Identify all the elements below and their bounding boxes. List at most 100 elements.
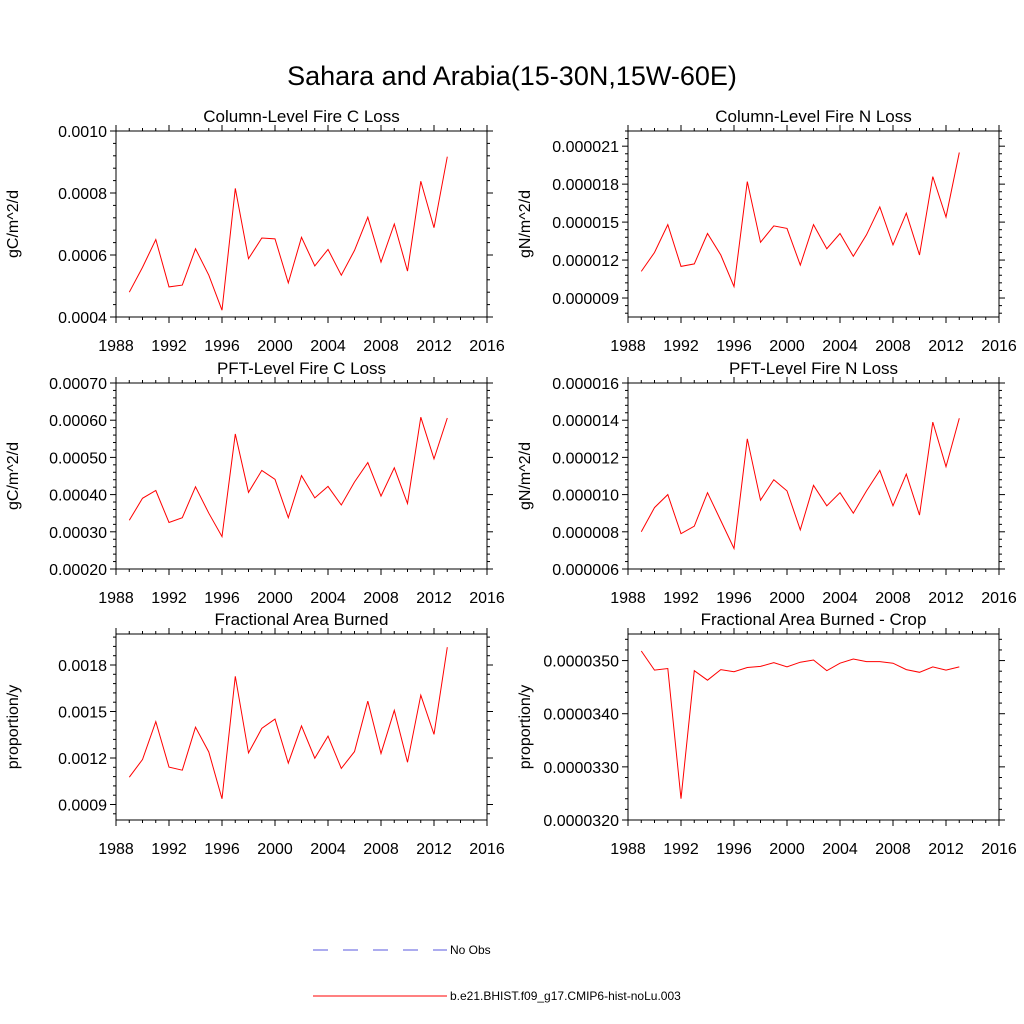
y-tick-label: 0.0015 bbox=[58, 705, 107, 722]
y-tick-label: 0.0008 bbox=[58, 186, 107, 203]
y-tick-label: 0.0006 bbox=[58, 248, 107, 265]
x-tick-label: 1996 bbox=[716, 338, 752, 355]
x-tick-label: 2004 bbox=[822, 338, 858, 355]
y-tick-label: 0.0000340 bbox=[543, 707, 619, 724]
plot-frame bbox=[627, 382, 1000, 570]
x-tick-label: 2000 bbox=[257, 338, 293, 355]
panel-title: PFT-Level Fire N Loss bbox=[729, 359, 898, 378]
y-tick-label: 0.000010 bbox=[552, 488, 619, 505]
x-tick-label: 1996 bbox=[204, 841, 240, 858]
x-tick-label: 1996 bbox=[204, 338, 240, 355]
series-line bbox=[640, 418, 960, 551]
plot-frame bbox=[627, 633, 1000, 821]
x-tick-label: 1988 bbox=[98, 590, 134, 607]
series-line bbox=[128, 156, 448, 311]
y-tick-label: 0.00060 bbox=[49, 413, 107, 430]
chart-panel: 1988 1992 1996 2000 2004 2008 2012 2016 0.0009 0.… bbox=[5, 610, 505, 858]
y-tick-label: 0.0000350 bbox=[543, 654, 619, 671]
y-axis-label: proportion/y bbox=[5, 685, 22, 770]
x-tick-label: 2008 bbox=[875, 841, 911, 858]
plot-frame bbox=[115, 130, 488, 318]
y-tick-label: 0.0009 bbox=[58, 798, 107, 815]
y-axis-label: gC/m^2/d bbox=[5, 442, 22, 510]
x-tick-label: 1992 bbox=[151, 590, 187, 607]
y-tick-label: 0.000015 bbox=[552, 215, 619, 232]
x-tick-label: 2012 bbox=[416, 590, 452, 607]
x-tick-label: 2012 bbox=[416, 338, 452, 355]
x-tick-label: 1992 bbox=[151, 841, 187, 858]
x-tick-label: 2016 bbox=[981, 590, 1017, 607]
y-tick-label: 0.0010 bbox=[58, 124, 107, 141]
y-tick-label: 0.000008 bbox=[552, 525, 619, 542]
x-tick-label: 2012 bbox=[416, 841, 452, 858]
x-tick-label: 1988 bbox=[98, 338, 134, 355]
y-tick-label: 0.000009 bbox=[552, 291, 619, 308]
y-tick-label: 0.00070 bbox=[49, 376, 107, 393]
x-tick-label: 2004 bbox=[310, 841, 346, 858]
y-axis-label: gC/m^2/d bbox=[5, 190, 22, 258]
x-tick-label: 2016 bbox=[469, 590, 505, 607]
x-tick-label: 2004 bbox=[310, 590, 346, 607]
legend-obs-label: No Obs bbox=[450, 943, 491, 957]
y-axis-label: proportion/y bbox=[517, 685, 534, 770]
x-tick-label: 1996 bbox=[716, 841, 752, 858]
y-tick-label: 0.00020 bbox=[49, 562, 107, 579]
x-tick-label: 2008 bbox=[363, 590, 399, 607]
x-tick-label: 1988 bbox=[610, 841, 646, 858]
y-tick-label: 0.000012 bbox=[552, 253, 619, 270]
x-tick-label: 1992 bbox=[663, 338, 699, 355]
series-line bbox=[128, 647, 448, 799]
x-tick-label: 2016 bbox=[469, 841, 505, 858]
x-tick-label: 1992 bbox=[663, 841, 699, 858]
x-tick-label: 1988 bbox=[98, 841, 134, 858]
series-line bbox=[128, 417, 448, 539]
x-tick-label: 2016 bbox=[981, 338, 1017, 355]
series-line bbox=[640, 152, 960, 289]
x-tick-label: 2012 bbox=[928, 590, 964, 607]
x-tick-label: 2000 bbox=[769, 841, 805, 858]
x-tick-label: 2000 bbox=[769, 590, 805, 607]
y-axis-label: gN/m^2/d bbox=[517, 442, 534, 510]
panel-title: Column-Level Fire C Loss bbox=[203, 107, 400, 126]
y-tick-label: 0.00050 bbox=[49, 450, 107, 467]
x-tick-label: 2008 bbox=[363, 338, 399, 355]
x-tick-label: 1996 bbox=[204, 590, 240, 607]
x-tick-label: 2000 bbox=[769, 338, 805, 355]
y-tick-label: 0.0000320 bbox=[543, 813, 619, 830]
y-tick-label: 0.000012 bbox=[552, 450, 619, 467]
y-tick-label: 0.000014 bbox=[552, 413, 619, 430]
y-tick-label: 0.000018 bbox=[552, 177, 619, 194]
x-tick-label: 2016 bbox=[469, 338, 505, 355]
legend-model-label: b.e21.BHIST.f09_g17.CMIP6-hist-noLu.003 bbox=[450, 989, 681, 1003]
chart-panel: 1988 1992 1996 2000 2004 2008 2012 2016 0.000009… bbox=[517, 107, 1017, 355]
y-tick-label: 0.000006 bbox=[552, 562, 619, 579]
chart-panel: 1988 1992 1996 2000 2004 2008 2012 2016 0.0004 0.… bbox=[5, 107, 505, 355]
y-tick-label: 0.0018 bbox=[58, 658, 107, 675]
x-tick-label: 2012 bbox=[928, 841, 964, 858]
figure-title: Sahara and Arabia(15-30N,15W-60E) bbox=[287, 61, 737, 91]
x-tick-label: 2012 bbox=[928, 338, 964, 355]
x-tick-label: 1988 bbox=[610, 590, 646, 607]
x-tick-label: 2004 bbox=[822, 590, 858, 607]
y-tick-label: 0.00030 bbox=[49, 525, 107, 542]
x-tick-label: 2000 bbox=[257, 841, 293, 858]
x-tick-label: 2016 bbox=[981, 841, 1017, 858]
panel-title: Column-Level Fire N Loss bbox=[715, 107, 912, 126]
x-tick-label: 2008 bbox=[875, 338, 911, 355]
y-axis-label: gN/m^2/d bbox=[517, 190, 534, 258]
x-tick-label: 2004 bbox=[310, 338, 346, 355]
y-tick-label: 0.0000330 bbox=[543, 760, 619, 777]
y-tick-label: 0.000021 bbox=[552, 139, 619, 156]
legend: No Obs b.e21.BHIST.f09_g17.CMIP6-hist-no… bbox=[313, 943, 681, 1003]
x-tick-label: 1992 bbox=[151, 338, 187, 355]
panel-title: PFT-Level Fire C Loss bbox=[217, 359, 386, 378]
x-tick-label: 1992 bbox=[663, 590, 699, 607]
panel-title: Fractional Area Burned bbox=[215, 610, 389, 629]
y-tick-label: 0.0012 bbox=[58, 751, 107, 768]
x-tick-label: 1988 bbox=[610, 338, 646, 355]
chart-panel: 1988 1992 1996 2000 2004 2008 2012 2016 0.000032… bbox=[517, 610, 1017, 858]
y-tick-label: 0.0004 bbox=[58, 310, 107, 327]
y-tick-label: 0.00040 bbox=[49, 488, 107, 505]
x-tick-label: 2008 bbox=[363, 841, 399, 858]
